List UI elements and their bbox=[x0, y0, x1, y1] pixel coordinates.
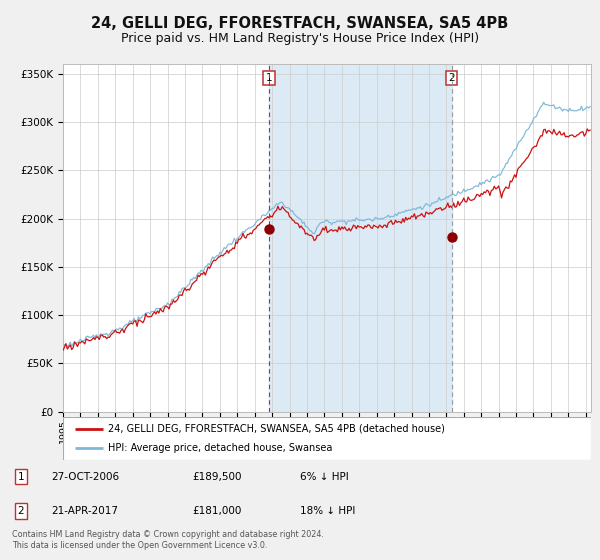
Text: HPI: Average price, detached house, Swansea: HPI: Average price, detached house, Swan… bbox=[108, 443, 332, 453]
Text: 18% ↓ HPI: 18% ↓ HPI bbox=[300, 506, 355, 516]
Text: 1: 1 bbox=[266, 73, 272, 83]
Text: 1: 1 bbox=[17, 472, 25, 482]
Text: £189,500: £189,500 bbox=[192, 472, 241, 482]
Text: Contains HM Land Registry data © Crown copyright and database right 2024.: Contains HM Land Registry data © Crown c… bbox=[12, 530, 324, 539]
Bar bbox=[269, 64, 452, 412]
Text: This data is licensed under the Open Government Licence v3.0.: This data is licensed under the Open Gov… bbox=[12, 541, 268, 550]
Text: 24, GELLI DEG, FFORESTFACH, SWANSEA, SA5 4PB: 24, GELLI DEG, FFORESTFACH, SWANSEA, SA5… bbox=[91, 16, 509, 31]
Text: 6% ↓ HPI: 6% ↓ HPI bbox=[300, 472, 349, 482]
Text: £181,000: £181,000 bbox=[192, 506, 241, 516]
Text: 24, GELLI DEG, FFORESTFACH, SWANSEA, SA5 4PB (detached house): 24, GELLI DEG, FFORESTFACH, SWANSEA, SA5… bbox=[108, 424, 445, 434]
Text: 2: 2 bbox=[17, 506, 25, 516]
Text: 2: 2 bbox=[448, 73, 455, 83]
Text: Price paid vs. HM Land Registry's House Price Index (HPI): Price paid vs. HM Land Registry's House … bbox=[121, 32, 479, 45]
Text: 21-APR-2017: 21-APR-2017 bbox=[51, 506, 118, 516]
Text: 27-OCT-2006: 27-OCT-2006 bbox=[51, 472, 119, 482]
FancyBboxPatch shape bbox=[63, 417, 591, 460]
